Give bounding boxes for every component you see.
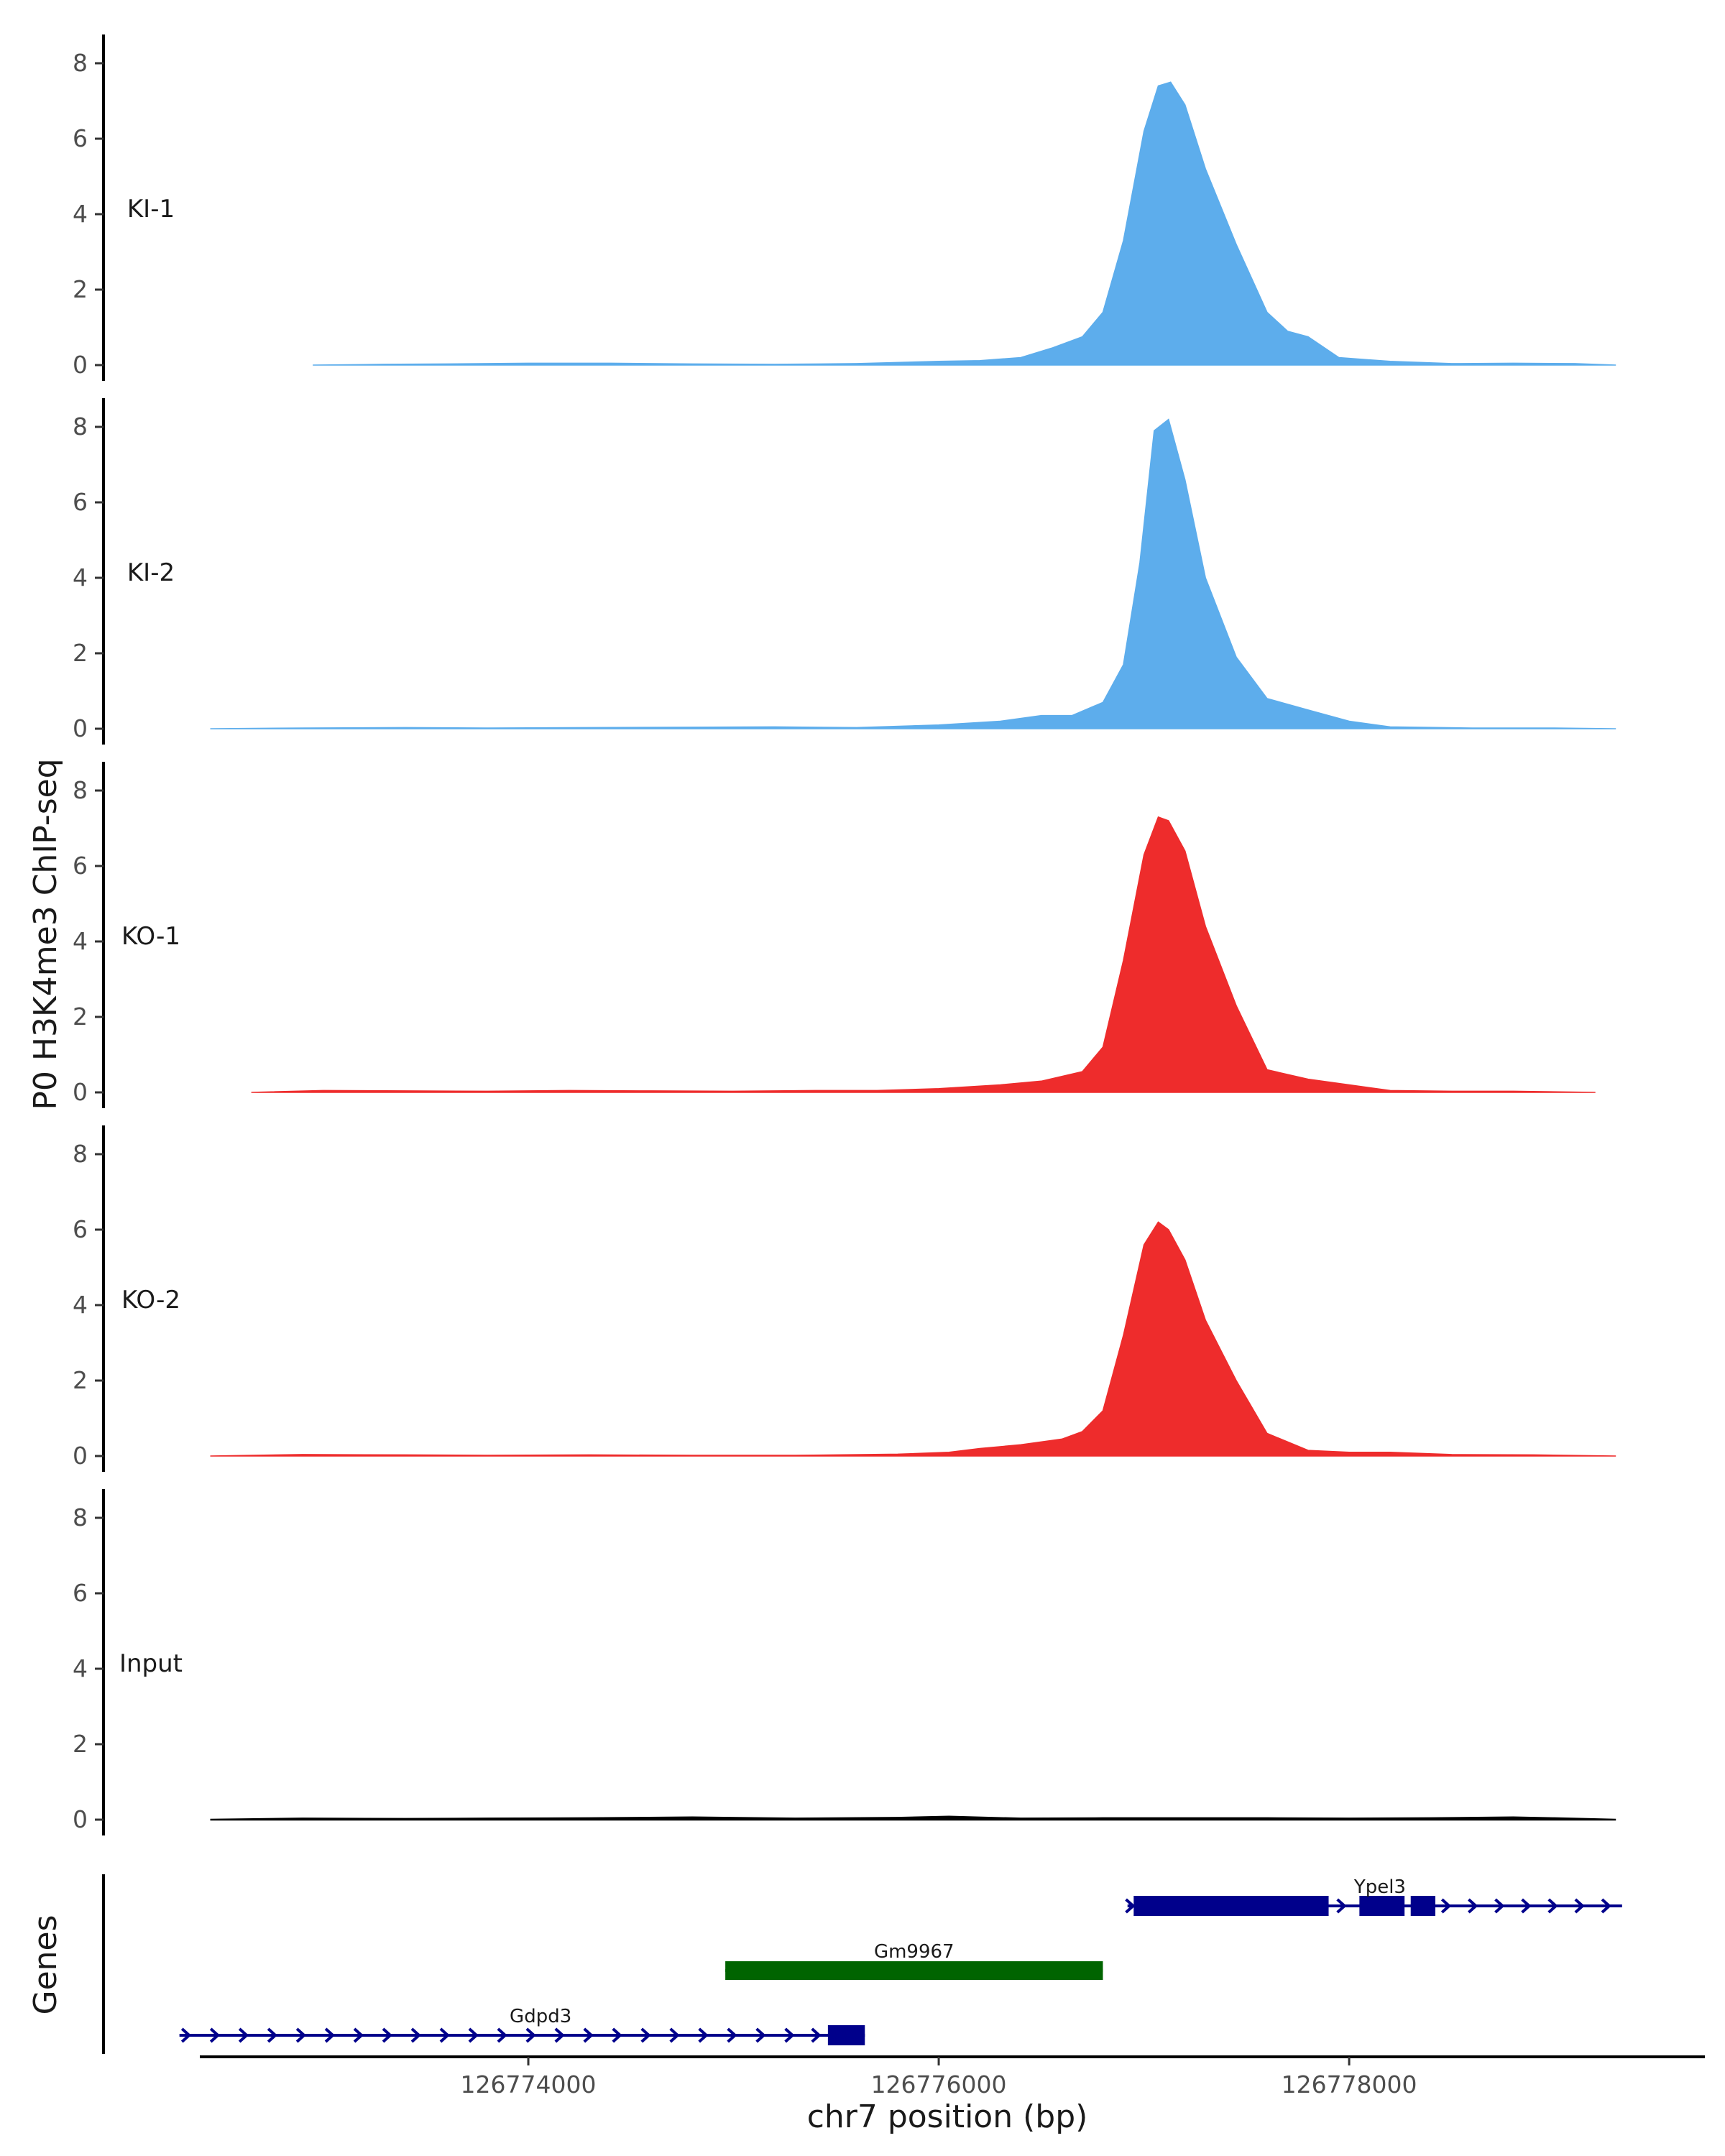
y-axis-title: P0 H3K4me3 ChIP-seq: [27, 758, 64, 1110]
strand-arrow: [1521, 1898, 1532, 1914]
strand-arrow: [238, 2027, 249, 2043]
genes-panel-title: Genes: [27, 1915, 64, 2014]
track-label: KO-2: [121, 1286, 180, 1314]
track-ki-2: 0 2 4 6 8 KI-2: [73, 398, 1616, 745]
y-tick-label: 2: [73, 275, 88, 303]
gene-exon: [1359, 1896, 1405, 1916]
y-tick-label: 6: [73, 488, 88, 516]
track-label: KI-1: [127, 195, 175, 224]
y-tick-label: 0: [73, 1078, 88, 1106]
gene-name-label: Gm9967: [874, 1941, 954, 1963]
track-ko-2: 0 2 4 6 8 KO-2: [73, 1125, 1616, 1472]
strand-arrow: [640, 2027, 651, 2043]
strand-arrow: [554, 2027, 565, 2043]
strand-arrow: [583, 2027, 594, 2043]
coverage-area: [210, 1221, 1616, 1457]
strand-arrow: [353, 2027, 364, 2043]
strand-arrow: [1336, 1898, 1347, 1914]
strand-arrow: [1574, 1898, 1585, 1914]
x-tick-label: 126776000: [871, 2070, 1007, 2099]
gene-gm9967: Gm9967: [725, 1941, 1103, 1980]
gene-name-label: Ypel3: [1353, 1876, 1406, 1898]
gene-exon: [1133, 1896, 1329, 1916]
x-tick-label: 126774000: [461, 2070, 597, 2099]
y-tick-label: 2: [73, 639, 88, 667]
strand-arrow: [209, 2027, 221, 2043]
gene-exon: [725, 1961, 1103, 1980]
track-label: KO-1: [121, 922, 180, 951]
gene-name-label: Gdpd3: [510, 2006, 571, 2027]
y-tick-label: 0: [73, 351, 88, 379]
strand-arrow: [784, 2027, 795, 2043]
strand-arrow: [180, 2027, 192, 2043]
strand-arrow: [1125, 1898, 1136, 1914]
strand-arrow: [1494, 1898, 1505, 1914]
gene-gdpd3: Gdpd3: [179, 2006, 865, 2045]
track-ko-1: 0 2 4 6 8 KO-1: [73, 762, 1596, 1108]
track-label: Input: [119, 1649, 183, 1678]
gene-annotation-panel: Ypel3 Gm9967 Gdpd3: [102, 1874, 1622, 2054]
gene-exon: [1410, 1896, 1435, 1916]
coverage-area: [313, 81, 1616, 366]
y-tick-label: 0: [73, 714, 88, 742]
coverage-area: [210, 1815, 1616, 1821]
y-tick-label: 6: [73, 852, 88, 880]
y-tick-label: 2: [73, 1730, 88, 1758]
strand-arrow: [727, 2027, 737, 2043]
y-tick-label: 0: [73, 1442, 88, 1470]
y-tick-label: 2: [73, 1003, 88, 1031]
strand-arrow: [324, 2027, 336, 2043]
strand-arrow: [1468, 1898, 1478, 1914]
y-tick-label: 2: [73, 1366, 88, 1394]
strand-arrow: [497, 2027, 507, 2043]
track-ki-1: 0 2 4 6 8 KI-1: [73, 34, 1616, 381]
strand-arrow: [755, 2027, 766, 2043]
strand-arrow: [811, 2027, 822, 2043]
strand-arrow: [267, 2027, 278, 2043]
y-tick-label: 4: [73, 200, 88, 228]
y-tick-label: 4: [73, 1654, 88, 1682]
y-tick-label: 8: [73, 1140, 88, 1168]
y-tick-label: 6: [73, 124, 88, 152]
gene-exon: [827, 2025, 865, 2045]
y-tick-label: 4: [73, 1291, 88, 1319]
strand-arrow: [698, 2027, 709, 2043]
strand-arrow: [468, 2027, 479, 2043]
y-tick-label: 8: [73, 776, 88, 804]
x-axis: 126774000 126776000 126778000: [200, 2055, 1705, 2099]
strand-arrow: [439, 2027, 450, 2043]
coverage-area: [210, 418, 1616, 729]
y-tick-label: 4: [73, 927, 88, 955]
track-input: 0 2 4 6 8 Input: [73, 1489, 1616, 1835]
x-axis-title: chr7 position (bp): [807, 2099, 1088, 2135]
strand-arrow: [669, 2027, 680, 2043]
y-tick-label: 6: [73, 1215, 88, 1243]
strand-arrow: [612, 2027, 622, 2043]
y-tick-label: 8: [73, 413, 88, 441]
coverage-area: [251, 816, 1596, 1093]
strand-arrow: [295, 2027, 307, 2043]
strand-arrow: [1547, 1898, 1558, 1914]
strand-arrow: [1440, 1898, 1452, 1914]
y-tick-label: 6: [73, 1579, 88, 1607]
y-tick-label: 8: [73, 49, 88, 77]
x-tick-label: 126778000: [1282, 2070, 1417, 2099]
track-label: KI-2: [127, 558, 175, 587]
gene-ypel3: Ypel3: [1125, 1876, 1622, 1916]
strand-arrow: [525, 2027, 536, 2043]
strand-arrow: [1601, 1898, 1611, 1914]
y-tick-label: 8: [73, 1503, 88, 1531]
y-tick-label: 4: [73, 563, 88, 591]
coverage-tracks: 0 2 4 6 8 KI-1 0 2 4 6 8 KI-2 0 2 4 6 8 KO-1 0 2 4 6 8 KO-2 0 2 4 6…: [73, 34, 1616, 1835]
strand-arrow: [382, 2027, 393, 2043]
strand-arrow: [410, 2027, 421, 2043]
y-tick-label: 0: [73, 1805, 88, 1833]
